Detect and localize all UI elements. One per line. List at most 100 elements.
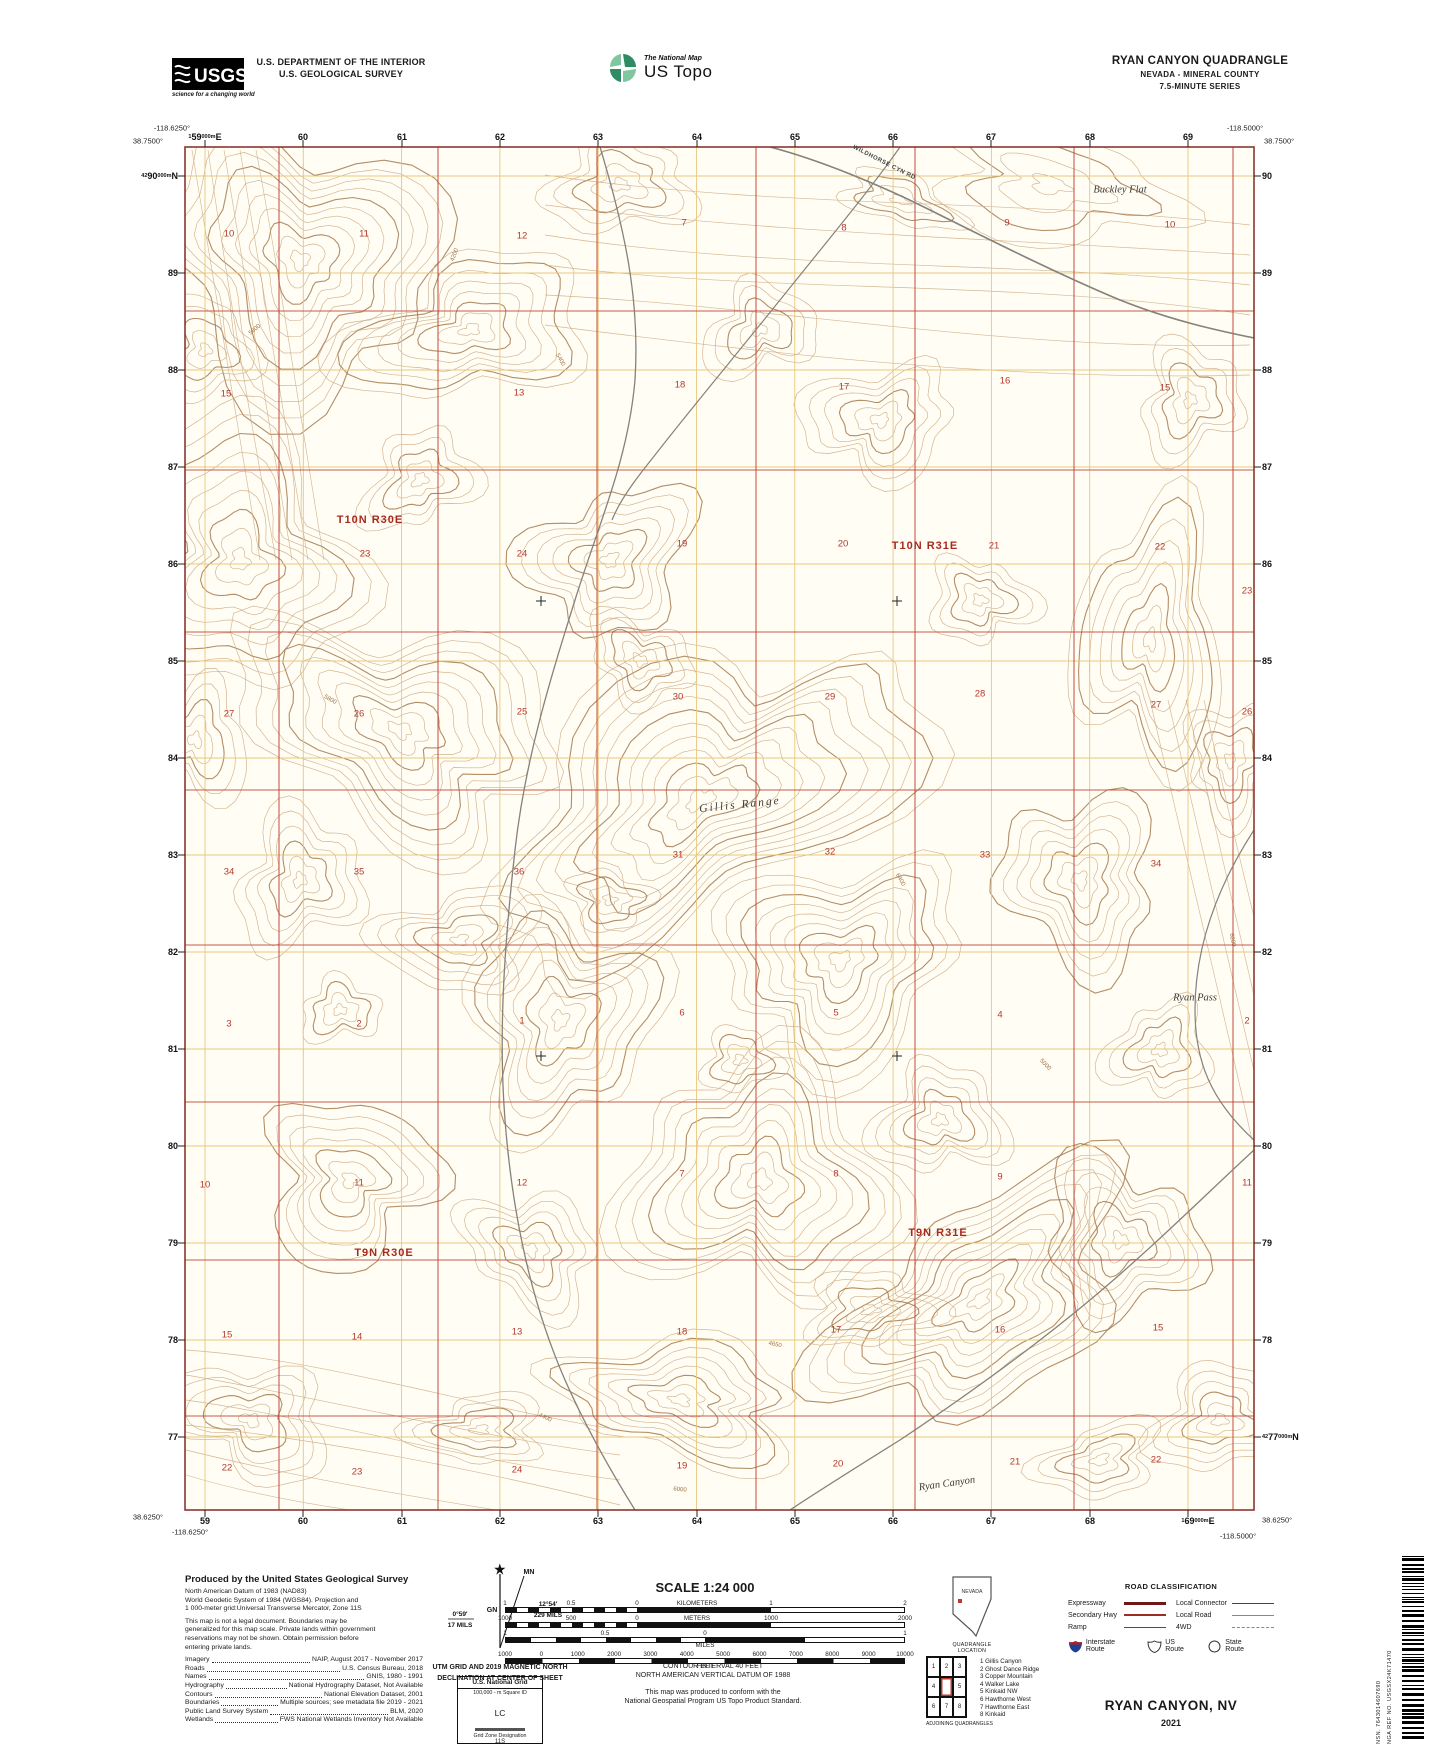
route-marker-label: US Route [1165, 1639, 1184, 1653]
adjoining-cell: 8 [953, 1697, 966, 1717]
grid-label-right: 87 [1262, 462, 1273, 472]
utm-label-part: 000m [157, 172, 172, 179]
section-number: 17 [838, 381, 850, 393]
us-topo-label: US Topo [644, 61, 713, 81]
grid-label-top: 66 [887, 132, 899, 142]
utm-label-part: 000m [1278, 1433, 1293, 1440]
section-number: 23 [359, 548, 371, 560]
grid-label-left: 77 [167, 1432, 178, 1442]
scale-tick-label: 0 [539, 1651, 544, 1658]
svg-text:MN: MN [524, 1569, 535, 1576]
adjoining-quad-name: 7 Hawthorne East [980, 1703, 1030, 1711]
scale-bar-segment [637, 1608, 771, 1612]
barcode-bar [1402, 1599, 1424, 1600]
section-number: 14 [351, 1331, 363, 1343]
data-source-value: GNIS, 1980 - 1991 [366, 1673, 423, 1681]
section-number: 24 [516, 548, 528, 560]
scale-tick-label: 4000 [679, 1651, 694, 1658]
utm-label-part: E [215, 132, 222, 142]
barcode-bar [1402, 1625, 1424, 1628]
us-route-shield-icon [1147, 1639, 1162, 1653]
grid-label-right: 82 [1262, 947, 1273, 957]
national-map-icon [609, 54, 636, 82]
section-number: 18 [676, 1326, 688, 1338]
grid-label-left: 89 [167, 268, 178, 278]
adjoining-cell [940, 1677, 953, 1697]
grid-label-left: 81 [167, 1044, 178, 1054]
scale-bar [505, 1622, 905, 1628]
grid-label-left: 88 [167, 365, 178, 375]
place-label: Ryan Pass [1173, 992, 1217, 1004]
dept-line1: U.S. DEPARTMENT OF THE INTERIOR [256, 57, 426, 67]
scale-tick-label: 2000 [897, 1615, 913, 1622]
barcode-bar [1402, 1601, 1424, 1603]
leader-dots [221, 1699, 279, 1707]
section-number: 34 [1150, 858, 1162, 870]
department-header: U.S. DEPARTMENT OF THE INTERIOR U.S. GEO… [256, 56, 426, 80]
grid-label-bottom: 60 [297, 1516, 309, 1526]
legal-note: This map is not a legal document. Bounda… [185, 1618, 423, 1652]
section-number: 34 [223, 866, 235, 878]
legal-line: reservations may not be shown. Obtain pe… [185, 1634, 359, 1642]
barcode-bar [1402, 1709, 1424, 1712]
data-source-row: Contours National Elevation Dataset, 2001 [185, 1691, 423, 1700]
road-class-label: Expressway [1068, 1599, 1106, 1607]
data-source-row: Wetlands FWS National Wetlands Inventory … [185, 1716, 423, 1725]
grid-label-bottom: 67 [985, 1516, 997, 1526]
section-number: 13 [513, 387, 525, 399]
usgs-logo: USGS [172, 58, 244, 90]
section-number: 15 [221, 1329, 233, 1341]
barcode-bar [1402, 1716, 1424, 1719]
scale-title: SCALE 1:24 000 [655, 1580, 755, 1595]
barcode-bar [1402, 1657, 1424, 1658]
leader-dots [211, 1656, 311, 1664]
utm-label-part: N [171, 171, 179, 181]
section-number: 33 [979, 849, 991, 861]
scale-rows: 1 0.5 0 1 2 KILOMETERS 1000 500 0 1000 2000 METERS 1… [498, 1600, 914, 1672]
sheet-name: RYAN CANYON, NV [1104, 1698, 1238, 1713]
barcode-bar [1402, 1654, 1424, 1655]
sheet-year: 2021 [1160, 1718, 1182, 1728]
road-classification-title: ROAD CLASSIFICATION [1124, 1582, 1218, 1591]
barcode-bar [1402, 1568, 1424, 1570]
declination-caption-2: DECLINATION AT CENTER OF SHEET [437, 1675, 563, 1682]
utm-label-part: E [1208, 1516, 1215, 1526]
data-source-key: Public Land Survey System [185, 1707, 269, 1715]
road-classification-legend: ROAD CLASSIFICATION Expressway Local Conn… [1068, 1582, 1274, 1653]
utm-label-part: 69 [1184, 1516, 1195, 1526]
section-number: 24 [511, 1464, 523, 1476]
adjoining-quad-name: 3 Copper Mountain [980, 1673, 1033, 1681]
barcode-bar [1402, 1586, 1424, 1587]
scale-tick-label: 1 [503, 1600, 507, 1607]
adjoining-cell: 4 [927, 1677, 940, 1697]
corner-lat-bottom-left: 38.6250° [132, 1512, 163, 1522]
barcode-bar [1402, 1632, 1424, 1634]
location-dot [958, 1599, 962, 1603]
section-number: 2 [356, 1018, 362, 1030]
scale-tick-label: 0 [635, 1600, 639, 1607]
section-number: 13 [511, 1326, 523, 1338]
section-number: 9 [1004, 217, 1010, 229]
legal-line: generalized for this map scale. Private … [185, 1626, 376, 1634]
route-marker: State Route [1207, 1639, 1262, 1653]
quadrangle-title: RYAN CANYON QUADRANGLE [1111, 55, 1289, 67]
grid-label-bottom: 65 [789, 1516, 801, 1526]
data-sources-list: Imagery NAIP, August 2017 - November 2017… [185, 1656, 423, 1725]
utm-label-part: 42 [141, 172, 148, 179]
route-marker-label: Interstate Route [1085, 1639, 1116, 1653]
barcode-bar [1402, 1610, 1424, 1612]
barcode-bar [1402, 1675, 1424, 1677]
barcode-bar [1402, 1685, 1424, 1686]
section-number: 27 [223, 708, 235, 720]
map-notes: CONTOUR INTERVAL 40 FEET NORTH AMERICAN … [563, 1662, 863, 1706]
barcode-block: NSN. 7643014607690 NGA REF NO. USGSX24K7… [1376, 1556, 1430, 1744]
section-number: 16 [999, 375, 1011, 387]
scale-tick-label: 8000 [825, 1651, 840, 1658]
section-number: 15 [1152, 1322, 1164, 1334]
barcode-bar [1402, 1571, 1424, 1573]
corner-lon-bottom-left: -118.6250° [171, 1527, 209, 1537]
grid-label-right: 78 [1262, 1335, 1273, 1345]
map-graphics [178, 140, 1261, 1517]
scale-bar-row: 1000 500 0 1000 2000 METERS [498, 1615, 912, 1630]
declination-caption-1: UTM GRID AND 2019 MAGNETIC NORTH [432, 1664, 568, 1671]
